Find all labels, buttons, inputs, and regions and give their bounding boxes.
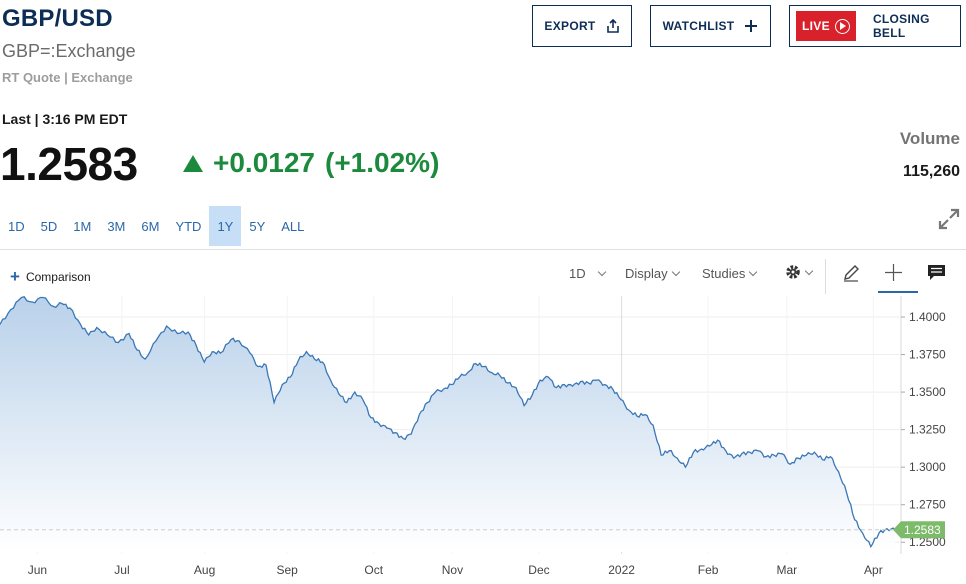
live-badge: LIVE: [796, 11, 856, 41]
price-change: +0.0127 (+1.02%): [183, 147, 439, 179]
closing-bell-button[interactable]: LIVE CLOSING BELL: [789, 5, 961, 47]
pencil-icon[interactable]: [842, 264, 860, 282]
chevron-down-icon: [597, 267, 606, 277]
chevron-down-icon: [671, 267, 680, 277]
toolbar-divider: [0, 249, 966, 250]
live-label: LIVE: [802, 19, 830, 33]
studies-dropdown[interactable]: Studies: [702, 266, 758, 281]
change-value: +0.0127: [213, 147, 315, 178]
range-1y[interactable]: 1Y: [209, 206, 242, 246]
range-3m[interactable]: 3M: [107, 218, 126, 234]
x-tick-label: 2022: [608, 563, 635, 577]
share-icon: [606, 19, 619, 33]
comment-icon[interactable]: [927, 264, 946, 281]
x-tick-label: Sep: [277, 563, 299, 577]
comparison-button[interactable]: + Comparison: [10, 267, 91, 286]
toolbar-separator: [825, 259, 826, 294]
quote-type: RT Quote | Exchange: [2, 70, 133, 85]
play-icon: [834, 18, 850, 34]
last-price: 1.2583: [0, 138, 138, 190]
price-line: [0, 296, 896, 549]
last-trade-time: Last | 3:16 PM EDT: [2, 111, 128, 127]
export-label: EXPORT: [544, 19, 596, 33]
range-ytd[interactable]: YTD: [175, 218, 202, 234]
x-tick-label: Mar: [776, 563, 797, 577]
plus-icon: [745, 20, 758, 32]
chevron-down-icon: [804, 266, 814, 275]
expand-icon[interactable]: [936, 206, 962, 232]
x-tick-label: Aug: [194, 563, 215, 577]
symbol-title: GBP/USD: [2, 5, 113, 32]
range-5d[interactable]: 5D: [40, 218, 58, 234]
studies-label: Studies: [702, 266, 746, 281]
x-tick-label: Oct: [364, 563, 383, 577]
x-tick-label: Nov: [442, 563, 463, 577]
crosshair-icon[interactable]: [884, 263, 903, 282]
y-tick-label: 1.3250: [909, 423, 946, 437]
current-price-label: 1.2583: [904, 523, 941, 537]
x-tick-label: Jun: [28, 563, 47, 577]
up-arrow-icon: [183, 154, 203, 172]
gear-icon: [786, 265, 800, 279]
watchlist-button[interactable]: WATCHLIST: [650, 5, 771, 47]
y-tick-label: 1.4000: [909, 310, 946, 324]
y-tick-label: 1.2500: [909, 535, 946, 549]
y-tick-label: 1.3000: [909, 460, 946, 474]
current-price-tag: [893, 521, 945, 539]
range-5y[interactable]: 5Y: [249, 218, 266, 234]
volume-label: Volume: [899, 129, 960, 148]
comparison-label: Comparison: [25, 270, 91, 284]
settings-dropdown[interactable]: [785, 264, 814, 280]
y-tick-label: 1.3750: [909, 348, 946, 362]
display-dropdown[interactable]: Display: [625, 266, 680, 281]
plus-icon: +: [10, 267, 20, 286]
export-button[interactable]: EXPORT: [532, 5, 632, 47]
interval-dropdown[interactable]: 1D: [569, 266, 606, 281]
x-tick-label: Apr: [864, 563, 883, 577]
interval-label: 1D: [569, 266, 586, 281]
chevron-down-icon: [749, 267, 758, 277]
range-all[interactable]: ALL: [281, 218, 305, 234]
watchlist-label: WATCHLIST: [662, 19, 735, 33]
range-1d[interactable]: 1D: [8, 218, 25, 234]
range-1m[interactable]: 1M: [73, 218, 92, 234]
change-percent: (+1.02%): [325, 147, 440, 178]
price-chart[interactable]: 1.2500 1.2750 1.3000 1.3250 1.3500 1.3750 1.40…: [0, 296, 966, 584]
volume-value: 115,260: [903, 163, 960, 180]
range-selector: 1D 5D 1M 3M 6M YTD 1Y 5Y ALL: [0, 206, 312, 246]
closing-bell-label: CLOSING BELL: [872, 12, 930, 40]
x-tick-label: Jul: [114, 563, 129, 577]
price-area: [0, 296, 895, 552]
exchange-name: GBP=:Exchange: [2, 41, 136, 61]
x-tick-label: Dec: [528, 563, 549, 577]
y-tick-label: 1.3500: [909, 385, 946, 399]
y-tick-label: 1.2750: [909, 498, 946, 512]
x-tick-label: Feb: [698, 563, 719, 577]
range-6m[interactable]: 6M: [141, 218, 160, 234]
crosshair-active-indicator: [878, 291, 918, 293]
display-label: Display: [625, 266, 668, 281]
